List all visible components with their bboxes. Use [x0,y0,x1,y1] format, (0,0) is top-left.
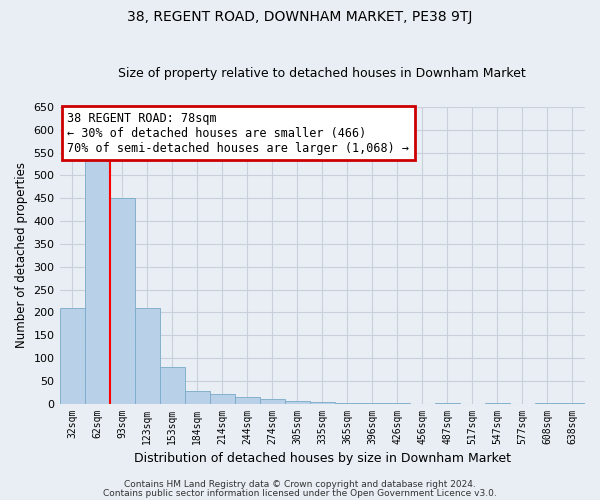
Text: Contains public sector information licensed under the Open Government Licence v3: Contains public sector information licen… [103,488,497,498]
Bar [260,399,285,404]
Bar [110,198,134,404]
X-axis label: Distribution of detached houses by size in Downham Market: Distribution of detached houses by size … [134,452,511,465]
Bar [85,160,110,404]
Bar [59,308,85,404]
Bar [310,402,335,404]
Title: Size of property relative to detached houses in Downham Market: Size of property relative to detached ho… [118,66,526,80]
Bar [185,391,209,404]
Bar [134,308,160,404]
Text: 38 REGENT ROAD: 78sqm
← 30% of detached houses are smaller (466)
70% of semi-det: 38 REGENT ROAD: 78sqm ← 30% of detached … [67,112,409,154]
Text: Contains HM Land Registry data © Crown copyright and database right 2024.: Contains HM Land Registry data © Crown c… [124,480,476,489]
Bar [235,396,260,404]
Bar [209,394,235,404]
Bar [160,367,185,404]
Bar [335,402,360,404]
Y-axis label: Number of detached properties: Number of detached properties [15,162,28,348]
Text: 38, REGENT ROAD, DOWNHAM MARKET, PE38 9TJ: 38, REGENT ROAD, DOWNHAM MARKET, PE38 9T… [127,10,473,24]
Bar [285,402,310,404]
